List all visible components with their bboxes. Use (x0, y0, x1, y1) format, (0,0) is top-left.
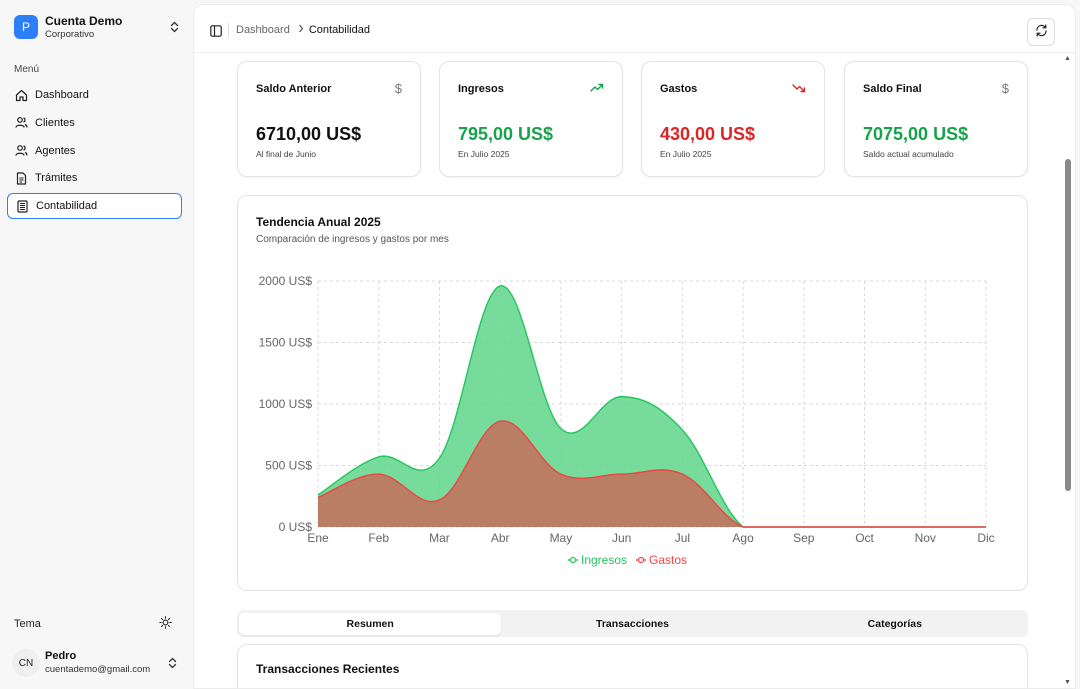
x-tick-label: Ago (732, 531, 754, 545)
transactions-card: Transacciones Recientes (237, 644, 1028, 688)
chart-title: Tendencia Anual 2025 (256, 215, 381, 229)
sidebar-nav: Dashboard Clientes Agentes Trámites Cont… (7, 82, 182, 221)
x-tick-label: Feb (368, 531, 389, 545)
x-tick-label: Oct (855, 531, 874, 545)
card-value: 430,00 US$ (660, 124, 756, 144)
x-tick-label: Ene (307, 531, 329, 545)
sidebar-item-clientes[interactable]: Clientes (7, 110, 182, 136)
users-icon (14, 116, 28, 130)
scroll-down-icon[interactable]: ▼ (1064, 679, 1071, 686)
card-title: Saldo Final (863, 83, 922, 95)
users-icon (14, 144, 28, 158)
sidebar-item-label: Contabilidad (36, 200, 98, 213)
y-tick-label: 1500 US$ (259, 336, 313, 350)
scrollbar-thumb[interactable] (1065, 159, 1071, 491)
sidebar-item-label: Trámites (35, 172, 78, 185)
account-name: Cuenta Demo (45, 13, 123, 28)
scroll-up-icon[interactable]: ▲ (1064, 55, 1071, 62)
user-menu[interactable]: CN Pedro cuentademo@gmail.com (12, 649, 177, 677)
sidebar-item-tramites[interactable]: Trámites (7, 165, 182, 191)
tab-resumen[interactable]: Resumen (239, 612, 502, 635)
refresh-icon (1035, 24, 1048, 40)
x-tick-label: May (550, 531, 573, 545)
card-title: Ingresos (458, 83, 504, 95)
account-switcher[interactable]: P Cuenta Demo Corporativo (8, 8, 185, 46)
theme-label: Tema (14, 618, 41, 630)
x-tick-label: Abr (491, 531, 510, 545)
refresh-button[interactable] (1027, 18, 1055, 46)
breadcrumb-parent[interactable]: Dashboard (236, 24, 290, 36)
sidebar-item-label: Clientes (35, 116, 75, 129)
sidebar-item-contabilidad[interactable]: Contabilidad (7, 193, 182, 220)
scrollbar[interactable]: ▲ ▼ (1061, 53, 1075, 688)
x-tick-label: Jun (612, 531, 631, 545)
card-saldo-final: Saldo Final $ 7075,00 US$ Saldo actual a… (844, 61, 1028, 177)
sidebar-toggle-icon[interactable] (210, 25, 222, 37)
user-email: cuentademo@gmail.com (45, 664, 151, 675)
legend-marker (637, 556, 645, 564)
series-line-gastos (317, 420, 986, 528)
dollar-icon: $ (1001, 81, 1009, 96)
tab-categorias[interactable]: Categorías (867, 617, 922, 630)
legend-label: Gastos (649, 553, 687, 567)
dollar-icon: $ (394, 81, 402, 96)
x-tick-label: Nov (915, 531, 936, 545)
account-type: Corporativo (45, 28, 95, 40)
chart-card: Tendencia Anual 2025 Comparación de ingr… (237, 195, 1028, 591)
card-value: 7075,00 US$ (863, 124, 969, 144)
user-name: Pedro (45, 650, 77, 662)
card-subtitle: En Julio 2025 (458, 149, 510, 159)
avatar: CN (12, 649, 40, 677)
sidebar-item-agentes[interactable]: Agentes (7, 138, 182, 164)
home-icon (14, 88, 28, 102)
ledger-icon (15, 199, 29, 213)
sun-icon[interactable] (159, 616, 172, 632)
x-tick-label: Mar (429, 531, 450, 545)
sidebar-item-label: Dashboard (35, 89, 89, 101)
card-subtitle: Saldo actual acumulado (863, 149, 954, 159)
breadcrumb: Dashboard Contabilidad (228, 23, 370, 37)
chevron-right-icon (298, 24, 304, 36)
area-chart: 0 US$ 500 US$ 1000 US$ 1500 US$ 2000 US$ Ene F… (259, 274, 995, 567)
sidebar: P Cuenta Demo Corporativo Menú Dashboard… (0, 0, 193, 689)
trend-down-icon (792, 81, 806, 96)
sidebar-item-label: Agentes (35, 144, 76, 157)
card-title: Gastos (660, 83, 698, 95)
x-tick-label: Sep (793, 531, 815, 545)
legend-marker (569, 556, 577, 564)
main-panel: Dashboard Contabilidad Saldo Anterior $ … (193, 4, 1076, 689)
tab-bar: Resumen Transacciones Categorías (237, 610, 1028, 637)
series-area-gastos (318, 420, 986, 527)
chevron-updown-icon (167, 657, 177, 669)
legend-label: Ingresos (581, 553, 627, 567)
y-tick-label: 500 US$ (265, 459, 312, 473)
card-title: Saldo Anterior (256, 83, 332, 95)
theme-row: Tema (14, 616, 172, 632)
chart-subtitle: Comparación de ingresos y gastos por mes (256, 234, 449, 245)
tab-transacciones[interactable]: Transacciones (596, 617, 669, 630)
trend-up-icon (590, 81, 604, 96)
divider (228, 23, 229, 37)
card-gastos: Gastos 430,00 US$ En Julio 2025 (641, 61, 825, 177)
sidebar-item-dashboard[interactable]: Dashboard (7, 82, 182, 108)
transactions-title: Transacciones Recientes (256, 662, 400, 676)
account-logo: P (14, 15, 38, 39)
y-tick-label: 1000 US$ (259, 397, 313, 411)
x-tick-label: Jul (675, 531, 690, 545)
card-subtitle: Al final de Junio (256, 149, 317, 159)
x-tick-label: Dic (977, 531, 994, 545)
card-saldo-anterior: Saldo Anterior $ 6710,00 US$ Al final de… (237, 61, 421, 177)
chevron-updown-icon (169, 21, 179, 33)
y-tick-label: 0 US$ (279, 520, 313, 534)
card-subtitle: En Julio 2025 (660, 149, 712, 159)
card-ingresos: Ingresos 795,00 US$ En Julio 2025 (439, 61, 623, 177)
breadcrumb-current: Contabilidad (308, 24, 370, 36)
document-icon (14, 171, 28, 185)
card-value: 795,00 US$ (458, 124, 554, 144)
y-tick-label: 2000 US$ (259, 274, 313, 288)
card-value: 6710,00 US$ (256, 124, 362, 144)
top-bar: Dashboard Contabilidad (194, 5, 1075, 53)
menu-label: Menú (14, 64, 40, 75)
